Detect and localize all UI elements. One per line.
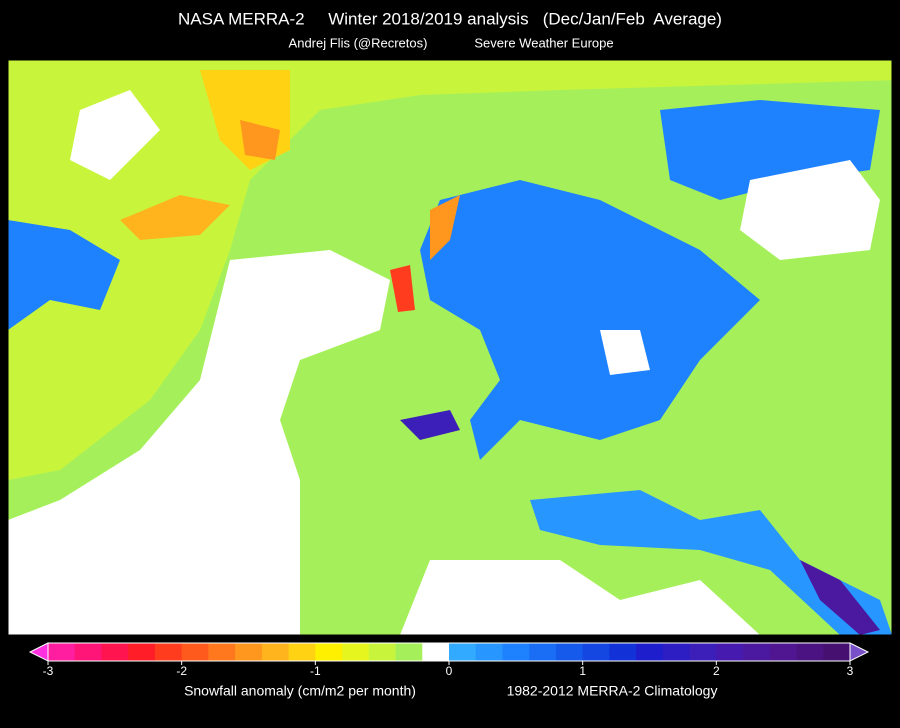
colorbar-segment [475, 643, 503, 661]
region [8, 250, 390, 635]
colorbar-segment [368, 643, 397, 661]
region [70, 90, 160, 180]
region [530, 490, 892, 635]
colorbar-segment [101, 643, 129, 661]
colorbar-segment [181, 643, 209, 661]
colorbar-segment [288, 643, 316, 661]
credit: Andrej Flis (@Recretos) [289, 35, 428, 50]
region [390, 265, 415, 312]
colorbar-segment [449, 643, 477, 661]
colorbar-segment [555, 643, 584, 661]
region [600, 330, 650, 375]
colorbar-segment [235, 643, 263, 661]
colorbar-tick-label: 0 [446, 664, 453, 678]
colorbar-segment [48, 643, 76, 661]
colorbar-label: 1982-2012 MERRA-2 Climatology [507, 683, 718, 699]
colorbar-segment [769, 643, 798, 661]
region [400, 410, 460, 440]
colorbar-segment [716, 643, 744, 661]
colorbar-segment [796, 643, 824, 661]
region [120, 195, 230, 240]
colorbar-segment [154, 643, 183, 661]
region [800, 560, 880, 635]
colorbar-segment [582, 643, 610, 661]
colorbar-tick-label: -1 [310, 664, 321, 678]
region [8, 220, 120, 330]
colorbar-tick-label: -2 [176, 664, 187, 678]
colorbar-segment [395, 643, 423, 661]
colorbar-segment [636, 643, 664, 661]
colorbar-segment [208, 643, 236, 661]
colorbar-segment [342, 643, 370, 661]
region [8, 60, 892, 480]
colorbar-segment [315, 643, 343, 661]
colorbar-segment [529, 643, 557, 661]
colorbar-segment [422, 643, 450, 661]
colorbar-segment [502, 643, 530, 661]
region [400, 560, 760, 635]
colorbar-tick-label: 2 [713, 664, 720, 678]
colorbar-segment [743, 643, 771, 661]
colorbar-tick-label: 3 [847, 664, 854, 678]
colorbar-segment [261, 643, 290, 661]
region [420, 180, 760, 460]
region [240, 120, 280, 160]
colorbar: -3 -2 -1 0 1 2 3 [28, 642, 870, 678]
colorbar-segment [128, 643, 156, 661]
colorbar-segment [662, 643, 691, 661]
colorbar-label: Snowfall anomaly (cm/m2 per month) [184, 683, 416, 699]
title: NASA MERRA-2 Winter 2018/2019 analysis (… [178, 9, 722, 28]
colorbar-tick-label: -3 [43, 664, 54, 678]
source: Severe Weather Europe [474, 35, 613, 50]
region [430, 195, 460, 260]
map [8, 60, 892, 635]
colorbar-segment [689, 643, 717, 661]
colorbar-segment [609, 643, 637, 661]
colorbar-tick-label: 1 [579, 664, 586, 678]
colorbar-segment [823, 643, 851, 661]
region [740, 160, 880, 260]
colorbar-segment [74, 643, 102, 661]
